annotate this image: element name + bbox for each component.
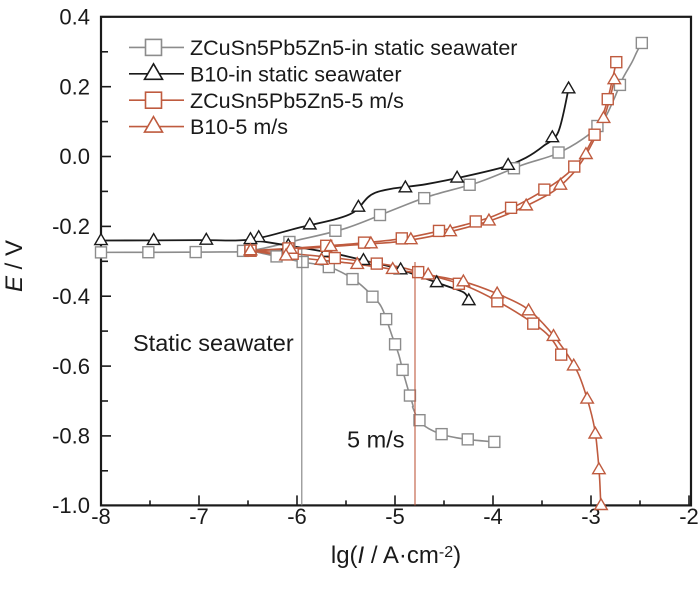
svg-text:-0.4: -0.4 — [52, 284, 90, 309]
svg-text:-2: -2 — [679, 504, 699, 529]
svg-text:-1.0: -1.0 — [52, 493, 90, 518]
svg-text:-0.8: -0.8 — [52, 424, 90, 449]
svg-text:Static seawater: Static seawater — [133, 330, 294, 356]
svg-text:0.2: 0.2 — [59, 74, 90, 99]
svg-text:B10-in static seawater: B10-in static seawater — [190, 62, 402, 86]
svg-text:-0.6: -0.6 — [52, 354, 90, 379]
svg-text:E / V: E / V — [1, 240, 28, 292]
svg-text:-6: -6 — [287, 504, 307, 529]
svg-text:-4: -4 — [483, 504, 503, 529]
svg-text:ZCuSn5Pb5Zn5-5 m/s: ZCuSn5Pb5Zn5-5 m/s — [190, 89, 404, 113]
svg-text:-8: -8 — [91, 504, 111, 529]
svg-text:5 m/s: 5 m/s — [347, 427, 404, 453]
svg-text:-0.2: -0.2 — [52, 214, 90, 239]
svg-text:0.4: 0.4 — [59, 5, 90, 30]
svg-text:ZCuSn5Pb5Zn5-in static seawate: ZCuSn5Pb5Zn5-in static seawater — [190, 36, 517, 60]
svg-text:0.0: 0.0 — [59, 144, 90, 169]
svg-text:-7: -7 — [189, 504, 209, 529]
svg-text:B10-5 m/s: B10-5 m/s — [190, 115, 288, 139]
svg-text:-5: -5 — [385, 504, 405, 529]
